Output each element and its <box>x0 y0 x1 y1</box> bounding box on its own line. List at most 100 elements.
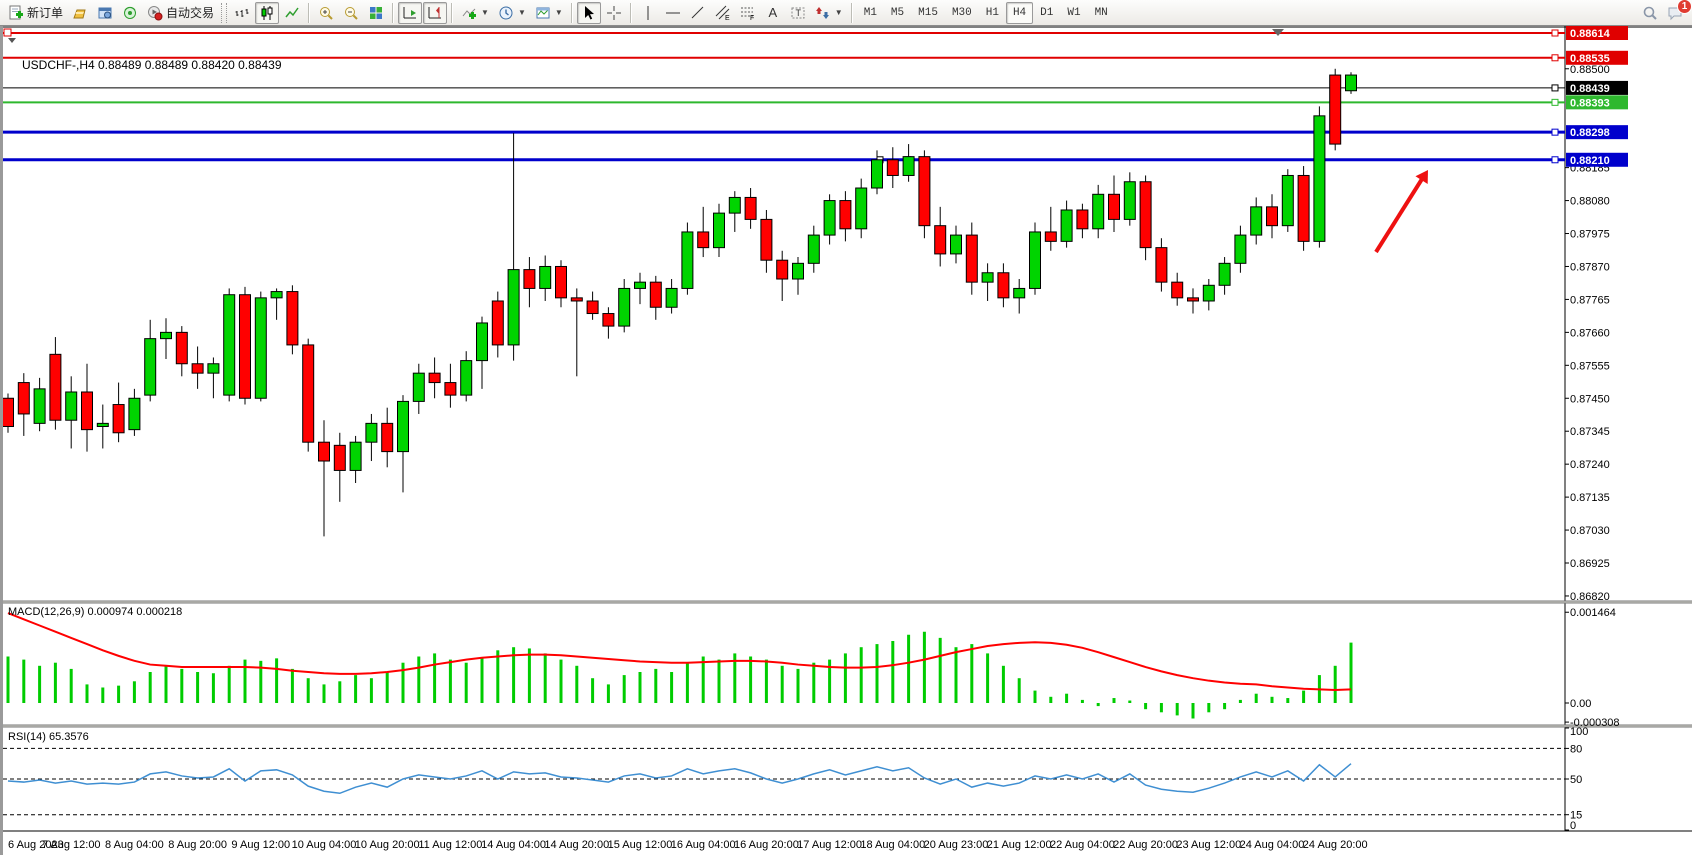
crosshair-tool-button[interactable] <box>602 2 626 24</box>
bullish-candle[interactable] <box>902 156 915 176</box>
bullish-candle[interactable] <box>349 441 362 471</box>
vertical-line-tool-button[interactable] <box>636 2 660 24</box>
text-tool-button[interactable]: A <box>761 2 785 24</box>
timeframe-m30[interactable]: M30 <box>951 6 972 19</box>
bearish-candle[interactable] <box>1139 181 1152 249</box>
bearish-candle[interactable] <box>602 313 615 327</box>
bullish-candle[interactable] <box>713 212 725 249</box>
chart-canvas[interactable]: 0.885000.881850.880800.879750.878700.877… <box>3 26 1692 855</box>
bullish-candle[interactable] <box>1092 193 1105 230</box>
bullish-candle[interactable] <box>1250 206 1263 236</box>
bullish-candle[interactable] <box>618 287 631 327</box>
fibonacci-tool-button[interactable]: F <box>736 2 760 24</box>
bearish-candle[interactable] <box>17 382 30 415</box>
bearish-candle[interactable] <box>381 422 394 453</box>
bearish-candle[interactable] <box>318 441 330 462</box>
level-line-end-handle[interactable] <box>1551 54 1559 62</box>
trendline-tool-button[interactable] <box>686 2 710 24</box>
bullish-candle[interactable] <box>792 262 804 280</box>
chart-window[interactable]: 0.88500 0.88185 0.88080 0.87975 0.87870 0.877… <box>0 26 1692 855</box>
bullish-candle[interactable] <box>1029 231 1041 289</box>
bearish-candle[interactable] <box>1187 297 1199 302</box>
panel-separator[interactable] <box>3 725 1692 727</box>
bullish-candle[interactable] <box>871 159 883 189</box>
bullish-candle[interactable] <box>365 422 378 443</box>
bullish-candle[interactable] <box>270 291 283 299</box>
cursor-tool-button[interactable] <box>576 1 601 24</box>
search-button[interactable] <box>1638 2 1662 24</box>
bearish-candle[interactable] <box>1076 209 1089 230</box>
bullish-candle[interactable] <box>160 331 172 340</box>
bullish-candle[interactable] <box>96 422 109 428</box>
bearish-candle[interactable] <box>333 444 346 471</box>
bullish-candle[interactable] <box>981 272 994 283</box>
timeframe-m1[interactable]: M1 <box>863 6 877 19</box>
bullish-candle[interactable] <box>950 234 962 255</box>
bullish-candle[interactable] <box>128 397 141 431</box>
level-line-end-handle[interactable] <box>1551 128 1559 136</box>
timeframe-mn[interactable]: MN <box>1094 6 1108 19</box>
timeframe-h1[interactable]: H1 <box>985 6 999 19</box>
bearish-candle[interactable] <box>997 272 1010 299</box>
arrows-tool-button[interactable]: ▼ <box>811 2 847 24</box>
collapse-arrow-icon[interactable] <box>8 38 16 43</box>
bearish-candle[interactable] <box>3 397 14 428</box>
bearish-candle[interactable] <box>965 234 978 283</box>
bullish-candle[interactable] <box>460 360 473 396</box>
bullish-candle[interactable] <box>207 363 220 374</box>
bullish-candle[interactable] <box>855 187 868 230</box>
bearish-candle[interactable] <box>175 331 188 365</box>
bullish-candle[interactable] <box>65 391 78 421</box>
bearish-candle[interactable] <box>649 281 662 308</box>
level-line-end-handle[interactable] <box>1551 84 1559 92</box>
periods-button[interactable]: ▼ <box>494 2 530 24</box>
level-line-left-handle[interactable] <box>3 28 12 37</box>
bearish-candle[interactable] <box>555 265 567 299</box>
autotrading-button[interactable]: 自动交易 <box>143 2 218 24</box>
level-line-end-handle[interactable] <box>1551 156 1559 164</box>
indicators-button[interactable]: ▼ <box>457 2 493 24</box>
bearish-candle[interactable] <box>776 259 789 280</box>
bullish-candle[interactable] <box>1281 174 1294 227</box>
bullish-candle[interactable] <box>1013 287 1026 299</box>
bearish-candle[interactable] <box>191 363 204 374</box>
bearish-candle[interactable] <box>1329 74 1342 145</box>
bearish-candle[interactable] <box>239 294 251 399</box>
bullish-candle[interactable] <box>807 234 820 264</box>
timeframe-m5[interactable]: M5 <box>890 6 905 19</box>
bearish-candle[interactable] <box>1171 281 1184 299</box>
bullish-candle[interactable] <box>476 322 488 362</box>
equidistant-channel-tool-button[interactable]: E <box>711 2 735 24</box>
bullish-candle[interactable] <box>1202 284 1215 302</box>
bearish-candle[interactable] <box>760 218 773 261</box>
bearish-candle[interactable] <box>1044 231 1057 242</box>
bullish-candle[interactable] <box>681 231 694 289</box>
bullish-candle[interactable] <box>507 269 520 346</box>
templates-button[interactable]: ▼ <box>531 2 567 24</box>
bullish-candle[interactable] <box>1123 181 1136 220</box>
bearish-candle[interactable] <box>49 353 62 421</box>
bullish-candle[interactable] <box>634 281 646 289</box>
bullish-candle[interactable] <box>728 196 741 214</box>
bearish-candle[interactable] <box>1266 206 1278 227</box>
bar-chart-button[interactable] <box>230 2 254 24</box>
new-order-button[interactable]: 新订单 <box>4 2 67 24</box>
bullish-candle[interactable] <box>412 372 425 402</box>
bullish-candle[interactable] <box>1060 209 1073 242</box>
bearish-candle[interactable] <box>302 344 315 443</box>
bullish-candle[interactable] <box>254 297 267 399</box>
bearish-candle[interactable] <box>444 382 457 396</box>
tile-windows-button[interactable] <box>364 2 388 24</box>
chart-shift-button[interactable] <box>423 1 448 24</box>
chart-shift-marker[interactable] <box>1272 29 1284 36</box>
profiles-button[interactable] <box>68 2 92 24</box>
horizontal-line-tool-button[interactable] <box>661 2 685 24</box>
bearish-candle[interactable] <box>491 300 504 346</box>
bearish-candle[interactable] <box>586 300 599 315</box>
bullish-candle[interactable] <box>397 400 409 453</box>
bearish-candle[interactable] <box>286 291 299 346</box>
bullish-candle[interactable] <box>223 294 236 396</box>
bullish-candle[interactable] <box>144 338 157 396</box>
notifications-button[interactable]: 1 <box>1663 0 1692 24</box>
level-line-end-handle[interactable] <box>1551 29 1559 37</box>
